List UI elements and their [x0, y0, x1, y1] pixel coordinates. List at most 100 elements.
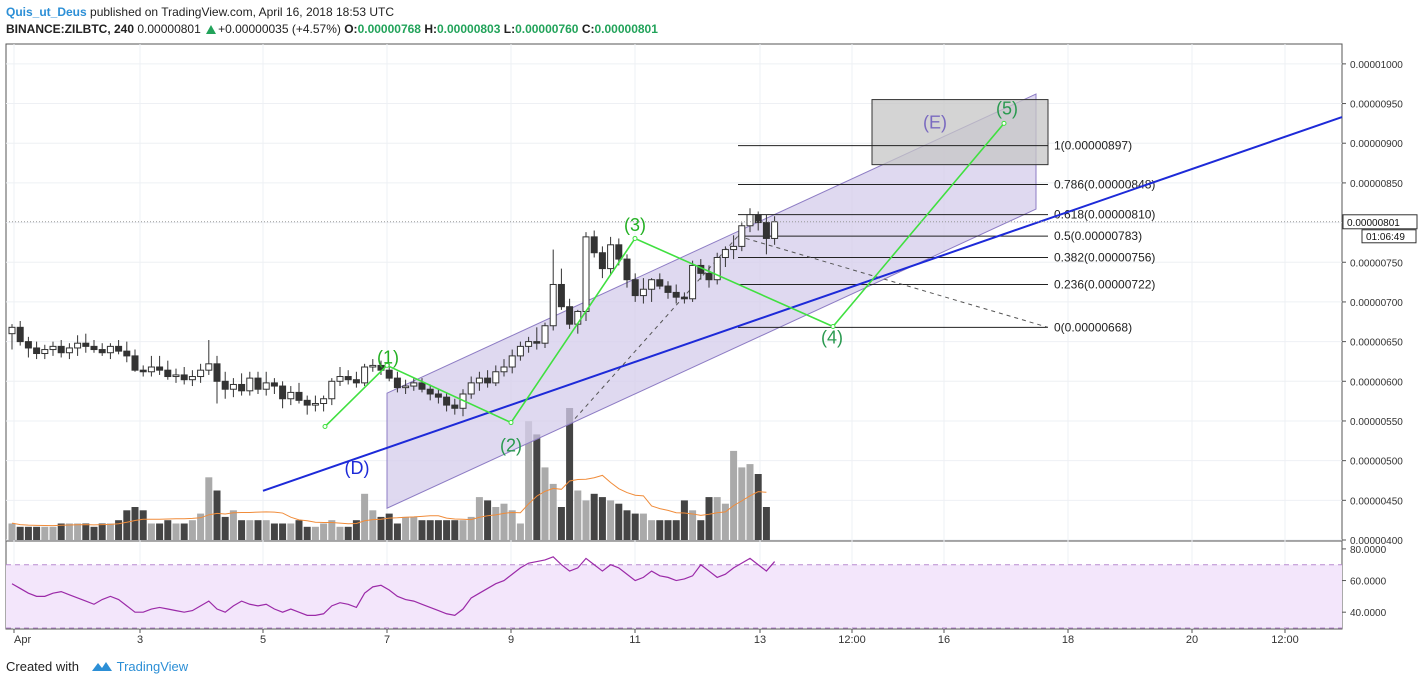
candle-body [607, 244, 615, 270]
volume-bar [402, 516, 410, 540]
y-tick-label: 0.00000700 [1350, 298, 1403, 309]
candle-body [188, 376, 196, 381]
volume-bar [377, 516, 385, 540]
price-channel [386, 93, 1037, 510]
countdown-box [1361, 229, 1417, 244]
volume-bar [238, 520, 246, 540]
candle-body [680, 296, 688, 300]
volume-bar [65, 523, 73, 540]
candle-body [303, 399, 311, 406]
volume-bar [762, 507, 770, 540]
volume-bar [475, 497, 483, 540]
tradingview-logo-icon [91, 662, 112, 671]
volume-bar [344, 526, 352, 540]
candle-body [393, 377, 401, 389]
candle-body [475, 377, 483, 384]
last-price-label: 0.00000801 [1347, 218, 1400, 229]
y-tick-label: 0.00000850 [1350, 179, 1403, 190]
candle-body [754, 214, 762, 224]
symbol-name: BINANCE:ZILBTC, 240 [6, 22, 135, 36]
candle-body [328, 380, 336, 400]
volume-bar [16, 526, 24, 540]
candle-body [123, 350, 131, 357]
candle-body [484, 377, 492, 384]
volume-bar [115, 520, 123, 540]
volume-bar [549, 483, 557, 540]
volume-bar [443, 520, 451, 540]
volume-bar [57, 523, 65, 540]
volume-bar [164, 520, 172, 540]
candle-body [33, 347, 41, 355]
tradingview-link[interactable]: TradingView [116, 659, 189, 674]
y-tick-label: 0.00000900 [1350, 139, 1403, 150]
volume-bar [393, 523, 401, 540]
volume-bar [639, 513, 647, 540]
volume-bar [254, 520, 262, 540]
volume-bar [295, 520, 303, 540]
candle-body [590, 236, 598, 254]
low-value: 0.00000760 [515, 22, 579, 36]
volume-bar [156, 523, 164, 540]
volume-bar [213, 490, 221, 540]
fib-source-line [737, 235, 1049, 328]
volume-bar [361, 493, 369, 540]
candle-body [270, 382, 278, 387]
volume-bar [656, 520, 664, 540]
volume-bar [49, 526, 57, 540]
volume-bar [197, 513, 205, 540]
candle-body [229, 383, 237, 390]
volume-bar [426, 520, 434, 540]
candle-body [115, 345, 123, 352]
volume-bar [320, 523, 328, 540]
x-tick-label: 13 [754, 634, 766, 646]
candle-body [369, 364, 377, 368]
wave-point [384, 362, 390, 368]
candle-body [131, 355, 139, 371]
volume-bar [484, 500, 492, 540]
volume-bar [131, 507, 139, 540]
target-box [871, 99, 1049, 166]
created-with-text: Created with [6, 659, 79, 674]
y-tick-label: 0.00000600 [1350, 377, 1403, 388]
candle-body [287, 391, 295, 400]
volume-ma-line [11, 474, 767, 527]
candle-body [156, 366, 164, 371]
y-tick-label: 0.00000650 [1350, 338, 1403, 349]
candle-body [582, 236, 590, 312]
volume-bar [467, 516, 475, 540]
candle-body [164, 369, 172, 378]
candle-body [213, 363, 221, 382]
candle-body [771, 221, 779, 239]
volume-bar [180, 523, 188, 540]
volume-bar [385, 513, 393, 540]
y-tick-label: 0.00001000 [1350, 60, 1403, 71]
volume-bar [680, 500, 688, 540]
candle-body [648, 279, 656, 290]
candle-body [410, 382, 418, 387]
up-triangle-icon [206, 25, 217, 34]
candle-body [74, 342, 82, 349]
author-link[interactable]: Quis_ut_Deus [6, 5, 87, 19]
open-label: O: [344, 22, 358, 36]
fib-label: 0.618(0.00000810) [1054, 208, 1155, 222]
wave-point [1001, 120, 1007, 126]
volume-bar [123, 510, 131, 540]
volume-bar [172, 523, 180, 540]
volume-bar [369, 510, 377, 540]
elliott-wave-line [324, 122, 1005, 428]
volume-bar [631, 513, 639, 540]
wave-label: (2) [500, 436, 522, 456]
candle-body [730, 245, 738, 251]
candle-body [623, 258, 631, 281]
volume-bar [229, 510, 237, 540]
volume-bar [147, 523, 155, 540]
rsi-tick-label: 40.0000 [1350, 608, 1387, 619]
wave-label: (4) [821, 328, 843, 348]
publish-info: Quis_ut_Deus published on TradingView.co… [6, 4, 394, 20]
wave-point [632, 235, 638, 241]
candle-body [566, 306, 574, 325]
candle-body [557, 283, 565, 308]
publish-text: published on TradingView.com, April 16, … [86, 5, 395, 19]
candle-body [525, 341, 533, 347]
